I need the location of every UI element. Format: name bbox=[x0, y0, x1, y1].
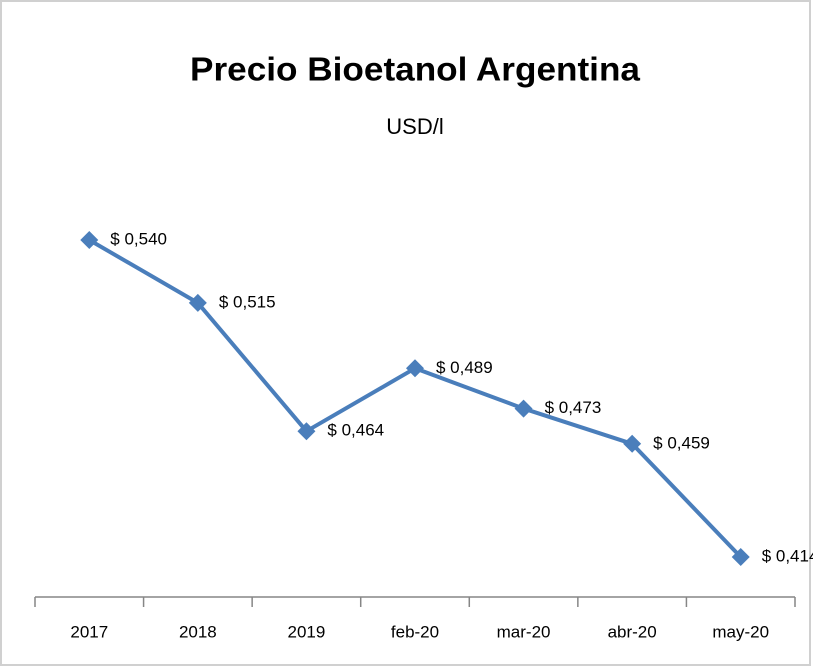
chart-title: Precio Bioetanol Argentina bbox=[190, 51, 641, 88]
chart-subtitle: USD/l bbox=[386, 114, 443, 139]
data-label: $ 0,515 bbox=[219, 292, 276, 311]
x-tick-label: 2017 bbox=[70, 622, 108, 641]
x-tick-label: feb-20 bbox=[391, 622, 439, 641]
data-label: $ 0,473 bbox=[545, 398, 602, 417]
data-point bbox=[80, 231, 99, 249]
data-label: $ 0,540 bbox=[110, 229, 167, 248]
data-point bbox=[406, 359, 424, 378]
x-tick-label: abr-20 bbox=[608, 622, 657, 641]
data-point bbox=[514, 399, 533, 418]
data-label: $ 0,414 bbox=[762, 546, 813, 565]
data-point bbox=[731, 548, 750, 566]
x-tick-label: 2019 bbox=[288, 622, 326, 641]
data-point bbox=[188, 293, 207, 312]
data-point bbox=[623, 434, 642, 453]
data-label: $ 0,489 bbox=[436, 358, 493, 377]
x-tick-label: mar-20 bbox=[497, 622, 551, 641]
data-label: $ 0,459 bbox=[653, 433, 710, 452]
data-point bbox=[297, 422, 316, 441]
x-tick-label: 2018 bbox=[179, 622, 217, 641]
x-tick-label: may-20 bbox=[712, 622, 769, 641]
data-label: $ 0,464 bbox=[327, 421, 384, 440]
